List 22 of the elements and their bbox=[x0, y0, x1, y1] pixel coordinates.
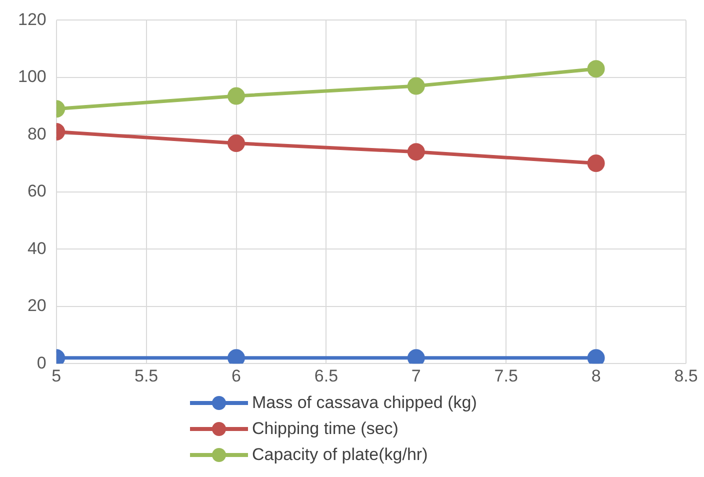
legend-label: Chipping time (sec) bbox=[252, 419, 398, 439]
legend-label: Mass of cassava chipped (kg) bbox=[252, 393, 477, 413]
y-tick-label: 80 bbox=[27, 124, 46, 144]
legend-label: Capacity of plate(kg/hr) bbox=[252, 445, 428, 465]
x-tick-label: 7.5 bbox=[494, 366, 518, 386]
y-tick-label: 0 bbox=[36, 353, 46, 372]
x-tick-label: 5.5 bbox=[134, 366, 158, 386]
point bbox=[587, 60, 605, 78]
x-tick-label: 6.5 bbox=[314, 366, 338, 386]
y-tick-label: 20 bbox=[27, 296, 46, 316]
y-tick-label: 60 bbox=[27, 182, 46, 201]
point bbox=[587, 154, 605, 172]
x-tick-label: 7 bbox=[411, 366, 421, 386]
x-tick-label: 5 bbox=[52, 366, 62, 386]
point bbox=[407, 77, 425, 95]
y-tick-label: 120 bbox=[18, 10, 46, 29]
x-tick-label: 8 bbox=[591, 366, 601, 386]
point bbox=[407, 143, 425, 161]
x-tick-label: 8.5 bbox=[674, 366, 698, 386]
x-tick-label: 6 bbox=[232, 366, 241, 386]
y-tick-label: 100 bbox=[18, 67, 46, 86]
y-tick-label: 40 bbox=[27, 238, 46, 258]
